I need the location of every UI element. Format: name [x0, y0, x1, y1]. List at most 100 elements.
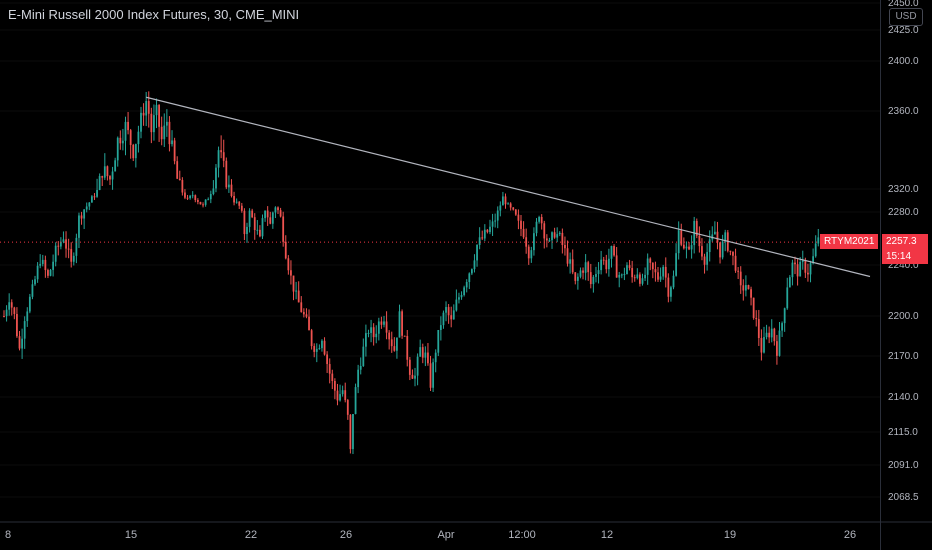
candle-214 — [556, 227, 559, 243]
candle-78 — [204, 199, 207, 207]
candle-121 — [315, 343, 318, 363]
candle-41 — [109, 175, 111, 186]
candle-3 — [10, 299, 13, 316]
candle-76 — [199, 201, 202, 205]
candle-63 — [165, 109, 168, 137]
candle-220 — [571, 249, 574, 275]
candles — [0, 91, 880, 455]
candle-6 — [18, 331, 21, 351]
candle-234 — [607, 248, 610, 277]
candle-258 — [670, 285, 672, 302]
candle-210 — [545, 234, 548, 248]
candle-295 — [765, 324, 768, 340]
candle-196 — [509, 202, 512, 211]
candle-194 — [504, 193, 507, 209]
candle-38 — [101, 175, 104, 187]
candle-264 — [685, 241, 688, 259]
candle-247 — [641, 273, 644, 286]
candle-34 — [90, 195, 93, 203]
candle-110 — [287, 255, 290, 275]
candle-266 — [690, 235, 693, 259]
candle-297 — [770, 319, 773, 343]
time-tick-label: 12 — [601, 529, 613, 541]
candle-147 — [383, 315, 385, 328]
candle-226 — [587, 260, 590, 281]
price-axis[interactable]: 2068.5 2091.0 2115.0 2140.0 2170.0 2200.0 2240… — [888, 0, 919, 503]
candle-81 — [212, 180, 215, 196]
price-tick-label: 2068.5 — [888, 492, 919, 503]
candle-312 — [809, 260, 812, 283]
candle-57 — [150, 107, 153, 144]
candle-170 — [442, 310, 445, 329]
candle-288 — [747, 284, 750, 290]
candle-271 — [703, 253, 706, 274]
candle-115 — [300, 296, 303, 313]
candle-218 — [566, 240, 569, 267]
candle-127 — [331, 369, 334, 390]
candle-59 — [155, 98, 158, 129]
candle-276 — [716, 221, 719, 250]
candle-245 — [636, 268, 639, 280]
candle-131 — [341, 385, 344, 397]
candle-172 — [447, 304, 450, 324]
candle-65 — [171, 130, 173, 147]
candle-143 — [372, 323, 375, 346]
candle-281 — [729, 250, 732, 256]
candle-29 — [78, 212, 80, 248]
candle-1 — [5, 305, 8, 322]
candle-50 — [132, 143, 135, 162]
candle-274 — [711, 226, 714, 242]
candle-286 — [742, 279, 745, 301]
candle-117 — [305, 308, 308, 319]
candle-101 — [264, 210, 266, 222]
candle-163 — [424, 346, 427, 367]
candle-195 — [507, 202, 509, 205]
time-tick-label: 22 — [245, 529, 257, 541]
candle-269 — [698, 226, 701, 253]
candle-237 — [615, 247, 618, 278]
last-price-tag: 2257.3 15:14 — [882, 234, 928, 264]
candle-120 — [313, 343, 316, 358]
candle-90 — [235, 198, 238, 204]
candle-148 — [385, 311, 388, 340]
candle-192 — [499, 201, 502, 217]
candle-97 — [253, 213, 256, 240]
candle-17 — [47, 268, 49, 279]
candle-272 — [706, 243, 709, 271]
candle-293 — [760, 329, 763, 361]
candle-100 — [261, 214, 264, 239]
candle-282 — [732, 251, 734, 266]
candle-108 — [282, 211, 285, 247]
candle-30 — [80, 211, 83, 225]
time-tick-label: Apr — [437, 529, 454, 541]
candle-23 — [62, 231, 65, 244]
candle-128 — [333, 378, 336, 400]
candle-263 — [682, 237, 685, 250]
candle-160 — [416, 353, 419, 386]
candle-308 — [799, 257, 802, 277]
candle-182 — [473, 254, 476, 273]
candle-285 — [739, 266, 742, 294]
time-tick-label: 15 — [125, 529, 137, 541]
candle-22 — [59, 237, 62, 250]
price-tick-label: 2360.0 — [888, 106, 919, 117]
candle-235 — [610, 245, 613, 268]
time-axis[interactable]: 8 15 22 26 Apr 12:00 12 19 26 — [0, 521, 932, 541]
price-tick-label: 2240.0 — [888, 260, 919, 271]
currency-badge[interactable]: USD — [889, 8, 923, 26]
candle-7 — [21, 328, 23, 359]
candle-28 — [75, 233, 78, 264]
candle-227 — [589, 263, 592, 289]
candle-80 — [209, 190, 212, 204]
time-tick-label: 12:00 — [508, 529, 536, 541]
candle-12 — [34, 275, 36, 286]
candle-69 — [181, 177, 184, 196]
candle-126 — [328, 358, 331, 384]
candle-255 — [662, 264, 665, 280]
candle-11 — [31, 279, 34, 300]
candle-107 — [279, 207, 282, 218]
candle-290 — [752, 297, 755, 320]
trendline[interactable] — [146, 96, 871, 278]
candle-138 — [359, 357, 362, 375]
